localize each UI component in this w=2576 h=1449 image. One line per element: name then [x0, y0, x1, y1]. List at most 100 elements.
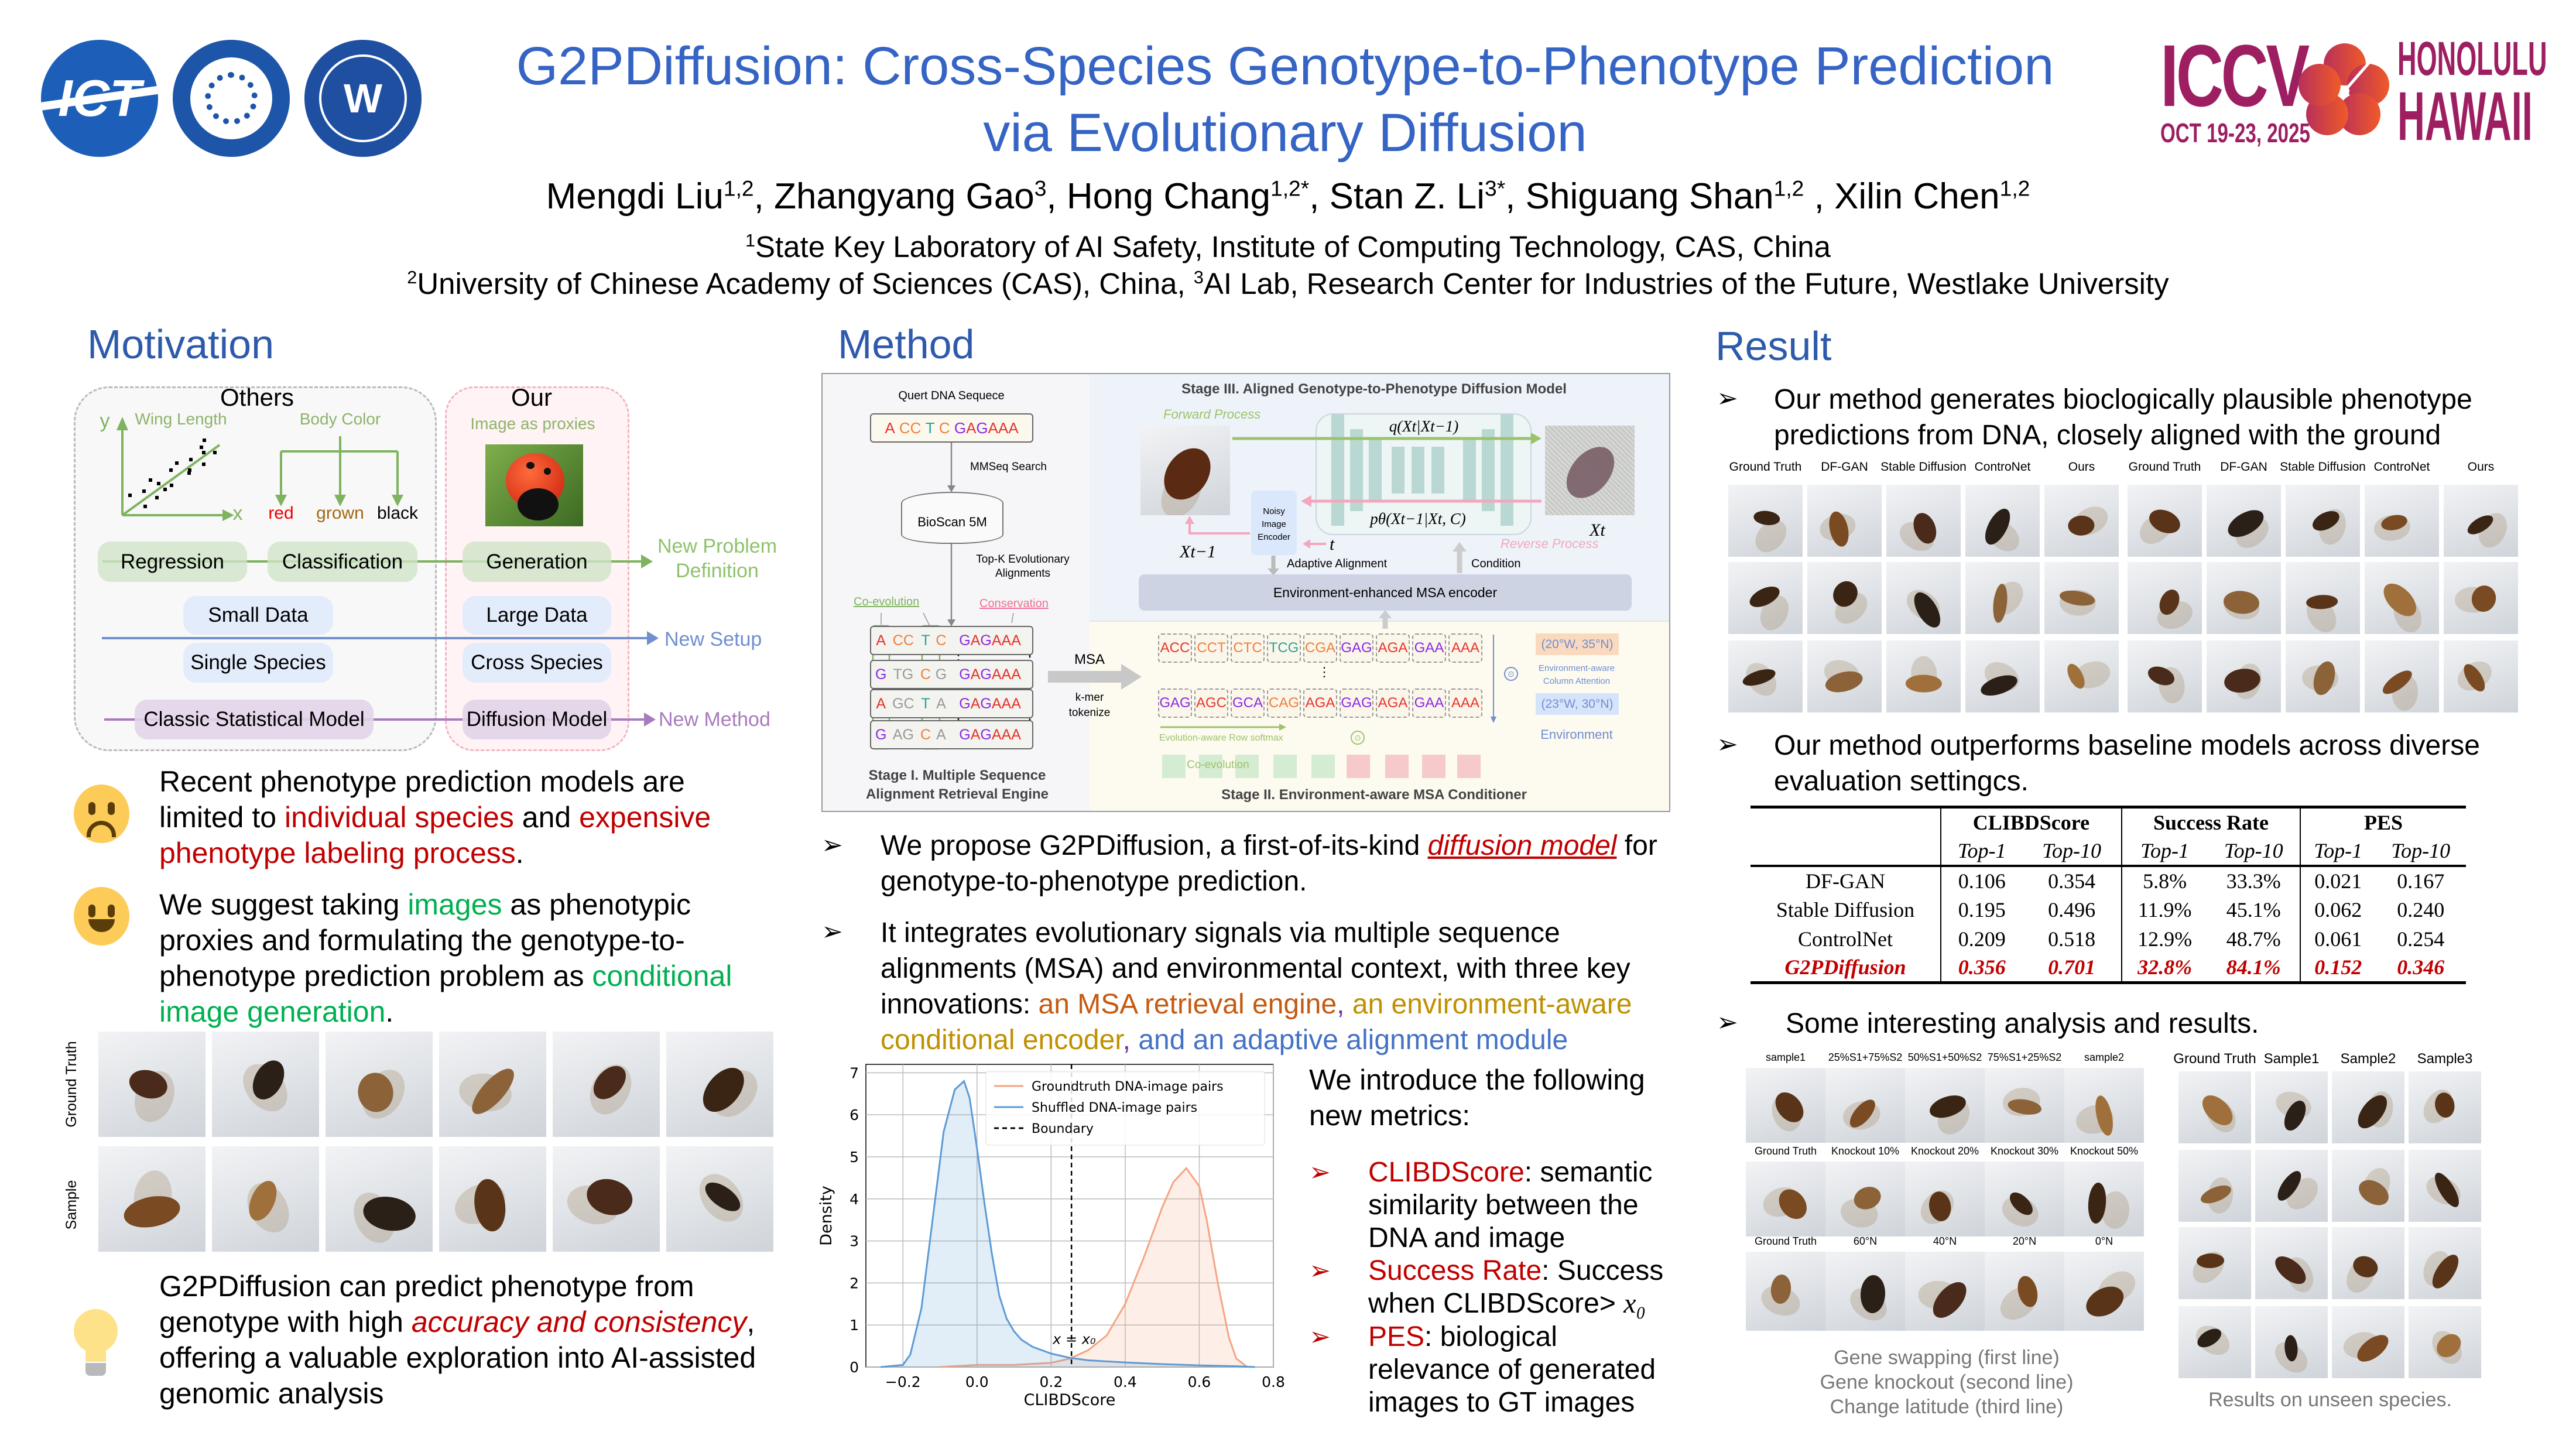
author-separator: , — [1046, 176, 1067, 217]
insect-photo — [2207, 485, 2281, 557]
insect-photo — [553, 1032, 660, 1137]
insect-photo — [326, 1146, 433, 1252]
insect-photo — [1825, 1252, 1905, 1331]
insect-photo — [1965, 640, 2040, 712]
westlake-logo: W — [304, 40, 422, 157]
text-segment: , — [1122, 1025, 1139, 1056]
series-area-1 — [881, 1081, 1255, 1367]
hibiscus-flower-icon — [2298, 43, 2389, 135]
insect-photo — [1807, 485, 1882, 557]
comparison-column-label: DF-GAN — [2220, 460, 2267, 474]
kmer-token: CCT — [1194, 633, 1228, 663]
ladybug-image — [485, 444, 583, 526]
bullet-arrow-icon: ➢ — [1717, 730, 1738, 759]
table-group-header: PES — [2300, 807, 2466, 837]
insect-photo — [2064, 1068, 2144, 1143]
insect-photo — [1886, 485, 1961, 557]
environment-coord-1: (20°W, 35°N) — [1536, 633, 1619, 655]
analysis-label: 0°N — [2095, 1235, 2113, 1247]
nucleotide: A — [885, 419, 895, 437]
x-tick-label: 0.8 — [1262, 1373, 1285, 1390]
forward-process-label: Forward Process — [1163, 407, 1261, 422]
single-species-box: Single Species — [183, 643, 333, 683]
column-attention-label: Environment-aware Column Attention — [1538, 663, 1615, 686]
nucleotide: C — [910, 419, 922, 437]
nucleotide: T — [921, 632, 930, 649]
msa-arrow-icon — [1048, 664, 1142, 690]
caption-line: Change latitude (third line) — [1830, 1396, 2064, 1418]
database-label: BioScan 5M — [917, 515, 987, 529]
msa-cell: GAGAAA — [948, 666, 1032, 683]
author-name: Shiguang Shan — [1525, 176, 1774, 217]
legend-label: Shuffled DNA-image pairs — [1032, 1101, 1197, 1115]
affiliation-sup: 1 — [745, 231, 755, 251]
insect-photo — [2255, 1306, 2328, 1378]
comparison-column-label: Ours — [2068, 460, 2095, 474]
author-name: Mengdi Liu — [546, 176, 724, 217]
table-row: Stable Diffusion 0.195 0.496 11.9% 45.1% 0.06… — [1751, 895, 2466, 924]
nucleotide: A — [970, 666, 981, 683]
table-subheader: Top-10 — [2224, 838, 2283, 862]
others-label: Others — [220, 383, 294, 411]
insect-photo — [2064, 1162, 2144, 1236]
noisy-insect-image — [1545, 426, 1635, 515]
x-t-label: Xt — [1590, 520, 1605, 540]
color-label-black: black — [376, 503, 419, 523]
x-tick-label: 0.6 — [1188, 1373, 1211, 1390]
timestep-label: t — [1330, 535, 1335, 554]
coevolution-bar-label: Co-evolution — [1187, 759, 1249, 771]
table-value-cell: 0.021 — [2300, 865, 2376, 895]
conservation-cell — [1347, 755, 1370, 778]
text-segment: . — [515, 837, 524, 869]
stage1-title: Stage I. Multiple Sequence Alignment Ret… — [865, 768, 1049, 802]
y-tick-label: 4 — [849, 1191, 859, 1208]
nucleotide: A — [991, 695, 1002, 712]
cross-species-box: Cross Species — [463, 643, 611, 683]
msa-cell: GAGAAA — [948, 696, 1032, 712]
insect-photo — [1985, 1252, 2064, 1331]
bullet-arrow-icon: ➢ — [821, 917, 843, 946]
analysis-label: 40°N — [1933, 1235, 1957, 1247]
bullet-arrow-icon: ➢ — [821, 831, 843, 859]
nucleotide: G — [954, 419, 967, 437]
nucleotide: G — [902, 726, 914, 743]
msa-row: A GC T A GAGAAA — [870, 689, 1033, 718]
ict-logo-text: ICT — [58, 69, 141, 127]
kmer-token: AAA — [1448, 633, 1482, 663]
table-value-cell: 0.195 — [1940, 895, 2023, 924]
stage2-title: Stage II. Environment-aware MSA Conditio… — [1221, 787, 1527, 803]
text-segment: individual species — [284, 801, 514, 834]
method-diagram: Quert DNA Sequece A CC T C GAGAAA MMSeq … — [821, 373, 1670, 812]
result-heading: Result — [1715, 323, 1832, 369]
y-tick-label: 1 — [849, 1317, 859, 1334]
nucleotide: G — [959, 666, 971, 683]
diffusion-model-box: Diffusion Model — [463, 700, 611, 739]
nucleotide: C — [903, 695, 914, 712]
table-value-cell: 12.9% — [2121, 924, 2208, 954]
motivation-heading: Motivation — [87, 321, 275, 367]
text-segment: We suggest taking — [159, 888, 408, 921]
nucleotide: C — [936, 632, 947, 649]
grid-row-label-sample: Sample — [63, 1180, 80, 1230]
nucleotide: T — [925, 419, 935, 437]
nucleotide: G — [976, 419, 988, 437]
unseen-column-label: Sample3 — [2417, 1051, 2473, 1067]
bullet-arrow-icon: ➢ — [1717, 384, 1738, 413]
comparison-column-label: ControNet — [2373, 460, 2430, 474]
analysis-label: 60°N — [1853, 1235, 1878, 1247]
text-segment: conditional image generation — [159, 960, 732, 1028]
text-segment: and — [513, 801, 580, 834]
result-bullet-analysis: Some interesting analysis and results. — [1786, 1008, 2259, 1039]
kmer-token: CTC — [1231, 633, 1265, 663]
coevolution-label: Co-evolution — [854, 595, 920, 608]
affiliation-text: AI Lab, Research Center for Industries o… — [1203, 267, 2169, 300]
insect-body — [2310, 659, 2339, 698]
kmer-token: CAG — [1267, 688, 1301, 718]
nucleotide: G — [980, 695, 992, 712]
axis-x-label: x — [232, 502, 243, 525]
nucleotide: C — [903, 632, 914, 649]
noisy-image-encoder: Noisy Image Encoder — [1251, 491, 1297, 555]
text-segment: , — [1337, 989, 1352, 1020]
table-value-cell: 48.7% — [2226, 927, 2281, 951]
msa-cell: C — [934, 632, 948, 649]
